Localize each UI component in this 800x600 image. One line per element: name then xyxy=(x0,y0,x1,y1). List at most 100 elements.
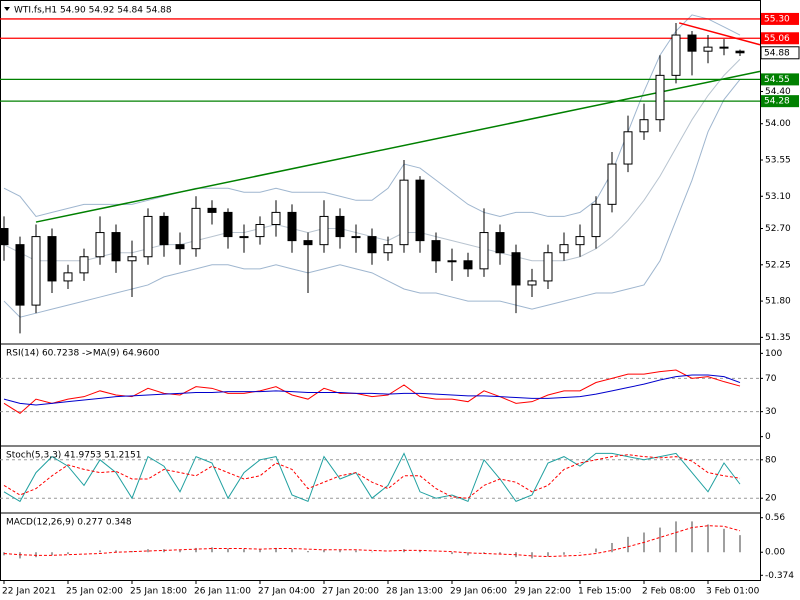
y-tick-label: 51.80 xyxy=(765,297,791,307)
candle-body xyxy=(335,215,345,238)
macd-bar xyxy=(627,536,629,553)
macd-bar xyxy=(67,552,69,555)
macd-bar xyxy=(691,521,693,553)
macd-bar xyxy=(99,550,101,553)
candle-body xyxy=(63,272,73,282)
candle-body xyxy=(239,236,249,239)
candle-body xyxy=(111,232,121,262)
candle-body xyxy=(95,232,105,258)
candle-body xyxy=(159,215,169,246)
macd-bar xyxy=(547,552,549,557)
candle-body xyxy=(31,236,41,306)
y-tick-label: 0.00 xyxy=(765,548,785,558)
candle-body xyxy=(383,244,393,254)
macd-bar xyxy=(723,528,725,553)
x-tick-label: 2 Feb 08:00 xyxy=(642,587,696,597)
candle-body xyxy=(319,215,329,246)
y-tick-label: -0.374 xyxy=(765,571,794,581)
candle-body xyxy=(511,252,521,286)
panel-label: MACD(12,26,9) 0.277 0.348 xyxy=(6,518,132,528)
candle-body xyxy=(255,223,265,238)
macd-bar xyxy=(339,549,341,553)
candle-body xyxy=(431,240,441,262)
candle-body xyxy=(607,163,617,205)
macd-bar xyxy=(179,549,181,553)
macd-bar xyxy=(131,551,133,553)
candle-body xyxy=(719,46,729,49)
level-box xyxy=(761,95,799,108)
collapse-icon xyxy=(4,7,10,11)
y-tick-label: 0.56 xyxy=(765,513,785,523)
panel-label: Stoch(5,3,3) 41.9753 51.2151 xyxy=(6,451,141,461)
candle-body xyxy=(527,280,537,286)
level-box xyxy=(761,32,799,45)
macd-bar xyxy=(259,549,261,553)
indicator-line xyxy=(3,374,741,406)
macd-bar xyxy=(451,552,453,555)
y-tick-label: 53.10 xyxy=(765,192,791,202)
y-tick-label: 54.40 xyxy=(765,87,791,97)
macd-bar xyxy=(419,550,421,553)
candle-body xyxy=(671,34,681,76)
y-tick-label: 20 xyxy=(765,494,777,504)
y-tick-label: 52.70 xyxy=(765,224,791,234)
macd-bar xyxy=(147,549,149,553)
macd-bar xyxy=(35,552,37,558)
candle-body xyxy=(575,236,585,246)
macd-bar xyxy=(611,542,613,553)
level-label: 55.30 xyxy=(764,14,790,24)
macd-bar xyxy=(675,521,677,553)
candle-body xyxy=(15,244,25,306)
candle-body xyxy=(559,244,569,254)
x-tick-label: 25 Jan 02:00 xyxy=(66,587,123,597)
x-tick-label: 27 Jan 04:00 xyxy=(258,587,315,597)
candle-body xyxy=(207,207,217,213)
y-tick-label: 53.55 xyxy=(765,156,791,166)
macd-bar xyxy=(115,550,117,553)
candle-body xyxy=(479,232,489,270)
level-box xyxy=(761,12,799,25)
macd-bar xyxy=(595,548,597,553)
y-tick-label: 80 xyxy=(765,455,777,465)
candle-body xyxy=(143,215,153,258)
macd-bar xyxy=(19,552,21,559)
y-tick-label: 30 xyxy=(765,407,777,417)
candle-body xyxy=(703,46,713,52)
candle-body xyxy=(0,228,9,246)
band-line xyxy=(3,79,741,318)
macd-bar xyxy=(659,527,661,553)
indicator-line xyxy=(3,452,741,503)
macd-bar xyxy=(467,552,469,556)
y-tick-label: 51.35 xyxy=(765,333,791,343)
macd-bar xyxy=(707,524,709,553)
trendline xyxy=(679,22,761,46)
candle-body xyxy=(543,252,553,282)
level-label: 54.28 xyxy=(764,97,790,107)
candle-body xyxy=(735,50,745,54)
candle-body xyxy=(399,179,409,246)
x-tick-label: 29 Jan 06:00 xyxy=(450,587,507,597)
candle-body xyxy=(351,236,361,239)
trendline xyxy=(35,70,761,223)
candle-body xyxy=(271,211,281,225)
candle-body xyxy=(79,256,89,274)
macd-bar xyxy=(563,552,565,555)
level-label: 55.06 xyxy=(764,34,790,44)
signal-line xyxy=(3,525,741,558)
macd-bar xyxy=(243,549,245,553)
x-tick-label: 29 Jan 22:00 xyxy=(514,587,571,597)
panel-label: WTI.fs,H1 54.90 54.92 54.84 54.88 xyxy=(14,6,172,16)
macd-bar xyxy=(291,549,293,553)
x-tick-label: 3 Feb 01:00 xyxy=(706,587,760,597)
y-tick-label: 52.25 xyxy=(765,260,791,270)
macd-bar xyxy=(739,535,741,553)
macd-bar xyxy=(211,547,213,553)
level-box xyxy=(761,73,799,86)
candle-body xyxy=(447,260,457,263)
candle-body xyxy=(287,211,297,242)
band-line xyxy=(3,14,741,217)
macd-bar xyxy=(355,550,357,553)
